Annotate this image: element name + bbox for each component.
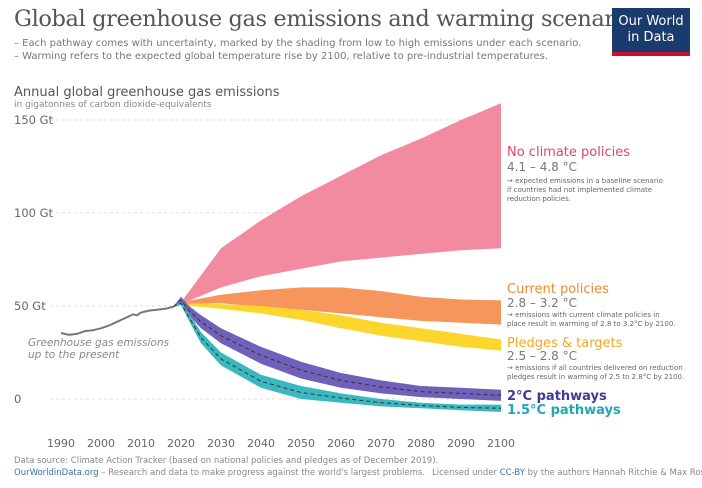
license-suffix: by the authors Hannah Ritchie & Max Rose… — [524, 468, 702, 478]
no-climate-policies-note-line-1: → expected emissions in a baseline scena… — [507, 177, 663, 185]
no-climate-policies-band — [173, 103, 501, 307]
logo-line-2: in Data — [627, 30, 675, 45]
subtitle-line-1: – Each pathway comes with uncertainty, m… — [14, 38, 582, 49]
x-tick-label-8: 2070 — [367, 437, 395, 450]
history-label-line-1: Greenhouse gas emissions — [28, 337, 169, 349]
x-tick-label-0: 1990 — [47, 437, 75, 450]
current-policies-temperature: 2.8 – 3.2 °C — [507, 296, 577, 310]
y-tick-label-3: 150 Gt — [14, 113, 54, 127]
data-source-note: Data source: Climate Action Tracker (bas… — [14, 456, 439, 466]
1-5-c-pathways-band — [173, 301, 501, 412]
x-tick-label-9: 2080 — [407, 437, 435, 450]
owid-link[interactable]: OurWorldinData.org — [14, 468, 99, 478]
history-label-line-2: up to the present — [28, 349, 120, 361]
x-tick-label-4: 2030 — [207, 437, 235, 450]
subtitle-line-2: – Warming refers to the expected global … — [14, 51, 549, 62]
2-c-pathways-median-line — [172, 299, 502, 396]
pledges-targets-label: Pledges & targets — [507, 336, 623, 351]
no-climate-policies-note-line-2: if countries had not implemented climate — [507, 186, 652, 194]
x-tick-label-10: 2090 — [447, 437, 475, 450]
chart-title: Annual global greenhouse gas emissions — [14, 85, 280, 100]
no-climate-policies-label: No climate policies — [507, 145, 630, 160]
x-tick-label-11: 2100 — [487, 437, 515, 450]
footer-site-line: OurWorldinData.org – Research and data t… — [14, 468, 425, 478]
history-line — [60, 305, 174, 336]
current-policies-note-line-1: → emissions with current climate policie… — [507, 311, 660, 319]
x-tick-label-1: 2000 — [87, 437, 115, 450]
current-policies-label: Current policies — [507, 282, 609, 297]
license-line: Licensed under CC-BY by the authors Hann… — [432, 468, 702, 478]
x-tick-label-2: 2010 — [127, 437, 155, 450]
no-climate-policies-note-line-3: reduction policies. — [507, 195, 571, 203]
pledges-targets-note-line-1: → emissions if all countries delivered o… — [507, 364, 683, 372]
y-tick-label-1: 50 Gt — [14, 299, 46, 313]
y-tick-label-0: 0 — [14, 392, 21, 406]
x-tick-label-7: 2060 — [327, 437, 355, 450]
pledges-targets-band — [173, 303, 501, 351]
logo-line-1: Our World — [618, 14, 684, 29]
x-tick-label-5: 2040 — [247, 437, 275, 450]
pledges-targets-note-line-2: pledges result in warming of 2.5 to 2.8°… — [507, 373, 684, 381]
owid-logo[interactable]: Our World in Data — [612, 8, 690, 56]
pledges-targets-temperature: 2.5 – 2.8 °C — [507, 349, 577, 363]
license-prefix: Licensed under — [432, 468, 500, 478]
current-policies-band — [173, 287, 501, 325]
no-climate-policies-temperature: 4.1 – 4.8 °C — [507, 160, 577, 174]
current-policies-note-line-2: place result in warming of 2.8 to 3.2°C … — [507, 320, 676, 328]
chart-unit-subtitle: in gigatonnes of carbon dioxide-equivale… — [14, 100, 212, 110]
2-c-pathways-band — [173, 296, 501, 401]
1-5-c-pathways-median-line — [172, 302, 502, 409]
footer-tagline: – Research and data to make progress aga… — [98, 468, 426, 478]
page-title: Global greenhouse gas emissions and warm… — [14, 6, 646, 32]
2-c-pathways-label: 2°C pathways — [507, 389, 607, 404]
license-link[interactable]: CC-BY — [499, 468, 525, 478]
1-5-c-pathways-label: 1.5°C pathways — [507, 403, 621, 418]
y-tick-label-2: 100 Gt — [14, 206, 54, 220]
x-tick-label-3: 2020 — [167, 437, 195, 450]
x-tick-label-6: 2050 — [287, 437, 315, 450]
